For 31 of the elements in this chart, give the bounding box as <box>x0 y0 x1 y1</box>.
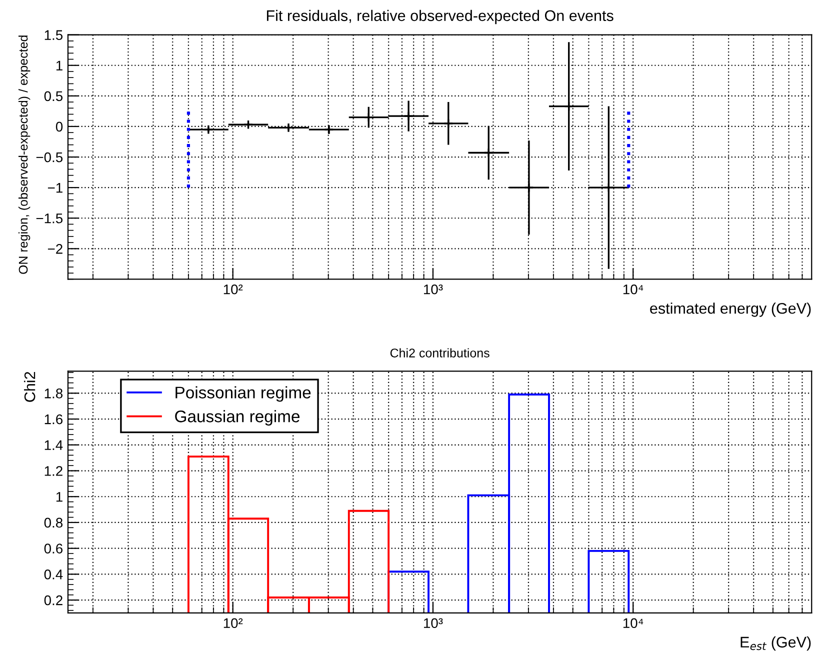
legend-label: Poissonian regime <box>176 386 311 402</box>
x-tick-label: 10³ <box>424 284 443 294</box>
x-tick-label: 10² <box>224 284 243 294</box>
y-tick-label: 0.2 <box>44 595 62 606</box>
x-tick-label: 10⁴ <box>623 618 644 628</box>
y-tick-label: 0.5 <box>44 91 63 102</box>
y-tick-label: 0 <box>56 122 63 132</box>
y-tick-label: −2 <box>48 244 62 254</box>
x-tick-label: 10⁴ <box>623 284 644 294</box>
y-tick-label: −1 <box>48 183 62 193</box>
y-tick-label: −0.5 <box>36 152 63 162</box>
chart-title: Fit residuals, relative observed-expected On events <box>266 10 614 24</box>
y-tick-label: 1.4 <box>44 440 63 450</box>
x-axis-title: estimated energy (GeV) <box>650 302 811 317</box>
y-tick-label: 1 <box>56 60 62 70</box>
y-tick-label: 1.8 <box>44 388 63 398</box>
y-tick-label: −1.5 <box>36 214 63 224</box>
x-axis-title: E$_{est}$ (GeV) <box>740 636 811 651</box>
legend-label: Gaussian regime <box>175 410 300 426</box>
y-tick-label: 0.6 <box>44 544 63 554</box>
y-tick-label: 0.8 <box>44 518 63 528</box>
y-tick-label: 1 <box>56 492 62 502</box>
x-tick-label: 10² <box>224 618 243 628</box>
y-axis-title: Chi2 <box>24 372 36 402</box>
y-tick-label: 1.6 <box>44 414 63 424</box>
chart-title: Chi2 contributions <box>390 348 490 358</box>
y-tick-label: 0.4 <box>44 570 63 580</box>
y-axis-title: ON region, (observed-expected) / expected <box>18 36 30 274</box>
y-tick-label: 1.5 <box>44 30 63 40</box>
y-tick-label: 1.2 <box>44 466 62 476</box>
x-tick-label: 10³ <box>424 618 443 628</box>
